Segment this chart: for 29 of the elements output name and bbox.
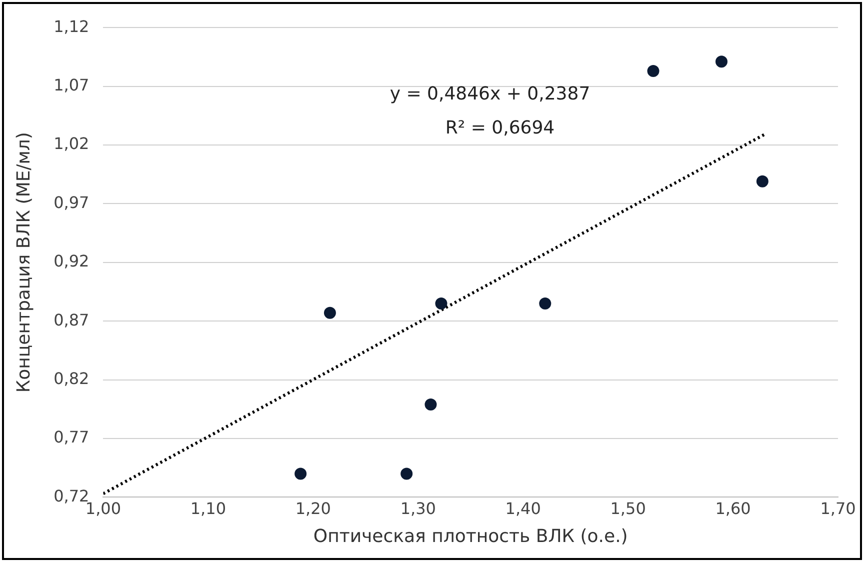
y-tick-label: 0,82 — [54, 368, 90, 388]
x-tick-label: 1,10 — [190, 498, 226, 518]
y-tick-label: 1,02 — [54, 134, 90, 154]
point — [756, 175, 768, 188]
point — [324, 306, 336, 319]
point — [647, 65, 660, 78]
point — [435, 297, 448, 310]
x-axis-title: Оптическая плотность ВЛК (о.е.) — [313, 526, 628, 547]
point — [424, 398, 437, 410]
y-tick-label: 0,87 — [54, 310, 90, 330]
x-tick-label: 1,60 — [715, 498, 751, 518]
x-tick-label: 1,70 — [820, 498, 856, 518]
x-tick-label: 1,20 — [295, 498, 331, 518]
annotation: R² = 0,6694 — [445, 118, 555, 139]
point — [539, 297, 552, 310]
y-tick-label: 0,97 — [54, 192, 90, 212]
point — [294, 468, 307, 480]
x-tick-label: 1,50 — [610, 498, 646, 518]
y-tick-label: 1,12 — [54, 16, 90, 36]
y-tick-label: 1,07 — [54, 75, 90, 94]
x-tick-label: 1,40 — [505, 498, 541, 518]
y-tick-label: 0,77 — [54, 428, 90, 447]
annotation: y = 0,4846x + 0,2387 — [390, 84, 590, 105]
point — [715, 56, 728, 68]
x-tick-label: 1,30 — [400, 498, 436, 518]
y-axis-title: Концентрация ВЛК (МЕ/мл) — [13, 132, 34, 393]
point — [400, 468, 413, 480]
x-tick-label: 1,00 — [85, 498, 122, 518]
y-tick-label: 0,92 — [54, 252, 90, 271]
